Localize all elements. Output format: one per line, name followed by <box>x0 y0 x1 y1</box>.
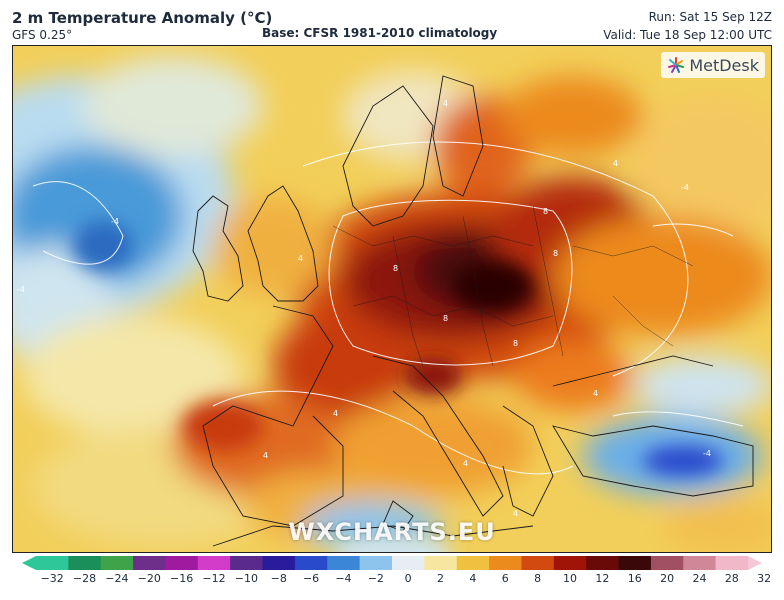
contour-label: 4 <box>263 451 268 460</box>
metdesk-logo-text: MetDesk <box>689 55 759 75</box>
anomaly-detail <box>73 221 723 552</box>
colorbar-tick-label: 4 <box>469 572 477 585</box>
colorbar-cell <box>359 556 393 570</box>
coastlines <box>192 75 754 547</box>
contour-label: -4 <box>703 449 711 458</box>
colorbar-cell <box>618 556 652 570</box>
colorbar-tick-label: 16 <box>627 572 642 585</box>
colorbar-cell <box>197 556 231 570</box>
colorbar-cell <box>424 556 458 570</box>
title: 2 m Temperature Anomaly (°C) <box>12 9 273 27</box>
colorbar-tick-label: 6 <box>501 572 509 585</box>
colorbar-cell <box>68 556 102 570</box>
colorbar-tick-label: −10 <box>234 572 258 585</box>
colorbar-cell <box>521 556 555 570</box>
contour-label: 8 <box>393 264 398 273</box>
base-label: Base: CFSR 1981-2010 climatology <box>262 26 498 40</box>
colorbar-ticks: −32 −28 −24 −20 −16 −12 −10 −8 −6 −4 −2 0 2 4 6 8 10 12 16… <box>0 572 784 592</box>
colorbar-tick-label: −8 <box>270 572 287 585</box>
contour-label: 4 <box>463 459 468 468</box>
contour-label: 4 <box>333 409 338 418</box>
colorbar-tick-label: 10 <box>563 572 577 585</box>
colorbar-tick-label: −2 <box>367 572 384 585</box>
colorbar-tick-label: −4 <box>335 572 352 585</box>
colorbar-tick-label: 28 <box>724 572 739 585</box>
colorbar-cell <box>392 556 425 570</box>
colorbar-cell <box>36 556 69 570</box>
anomaly-map[interactable]: -4 -4 -4 4 4 4 4 8 8 8 8 8 4 4 4 -4 4 <box>12 45 772 553</box>
metdesk-logo: MetDesk <box>661 52 765 78</box>
colorbar-tick-label: −20 <box>137 572 161 585</box>
model-label: GFS 0.25° <box>12 28 73 42</box>
contour-label: 4 <box>443 99 448 108</box>
map-canvas: -4 -4 -4 4 4 4 4 8 8 8 8 8 4 4 4 -4 4 <box>13 46 771 552</box>
contour-label: -4 <box>681 183 689 192</box>
metdesk-logo-icon <box>668 57 685 73</box>
contour-labels: -4 -4 -4 4 4 4 4 8 8 8 8 8 4 4 4 -4 4 <box>17 99 711 518</box>
contour-label: 4 <box>298 254 303 263</box>
colorbar-tick-label: −28 <box>72 572 97 585</box>
colorbar-tick-label: 20 <box>660 572 675 585</box>
contour-lines <box>32 141 744 475</box>
contour-label: -4 <box>17 285 25 294</box>
colorbar-cell <box>294 556 328 570</box>
colorbar-cell <box>586 556 620 570</box>
colorbar-tick-label: 12 <box>595 572 610 585</box>
contour-label: 8 <box>443 314 448 323</box>
colorbar-right-arrow <box>748 556 762 570</box>
contour-label: 4 <box>613 159 618 168</box>
watermark: WXCHARTS.EU <box>288 518 496 546</box>
colorbar-tick-label: −12 <box>202 572 226 585</box>
colorbar-cell <box>650 556 684 570</box>
anomaly-field <box>13 56 771 552</box>
contour-label: 8 <box>553 249 558 258</box>
contour-label: -4 <box>111 217 119 226</box>
colorbar-tick-label: 0 <box>404 572 412 585</box>
colorbar-tick-label: −16 <box>170 572 194 585</box>
colorbar-cell <box>327 556 361 570</box>
contour-label: 4 <box>593 389 598 398</box>
contour-label: 8 <box>543 207 548 216</box>
colorbar-tick-label: −6 <box>302 572 320 585</box>
colorbar-cell <box>262 556 296 570</box>
contour-label: 8 <box>513 339 518 348</box>
colorbar-tick-label: 2 <box>437 572 445 585</box>
colorbar-tick-label: 8 <box>534 572 542 585</box>
colorbar-cell <box>456 556 490 570</box>
colorbar-cell <box>230 556 264 570</box>
colorbar-cells <box>36 556 749 570</box>
colorbar-tick-label: −24 <box>105 572 129 585</box>
colorbar-cell <box>489 556 522 570</box>
run-label: Run: Sat 15 Sep 12Z <box>648 10 772 24</box>
colorbar-cell <box>715 556 749 570</box>
colorbar-cell <box>683 556 717 570</box>
colorbar-tick-label: −32 <box>40 572 64 585</box>
colorbar <box>22 556 762 570</box>
colorbar-tick-label: 32 <box>757 572 772 585</box>
colorbar-left-arrow <box>22 556 36 570</box>
colorbar-tick-label: 24 <box>692 572 707 585</box>
colorbar-cell <box>133 556 166 570</box>
country-borders <box>332 205 694 367</box>
colorbar-cell <box>553 556 587 570</box>
colorbar-cell <box>100 556 134 570</box>
colorbar-cell <box>165 556 199 570</box>
contour-label: 4 <box>513 509 518 518</box>
valid-label: Valid: Tue 18 Sep 12:00 UTC <box>603 28 772 42</box>
